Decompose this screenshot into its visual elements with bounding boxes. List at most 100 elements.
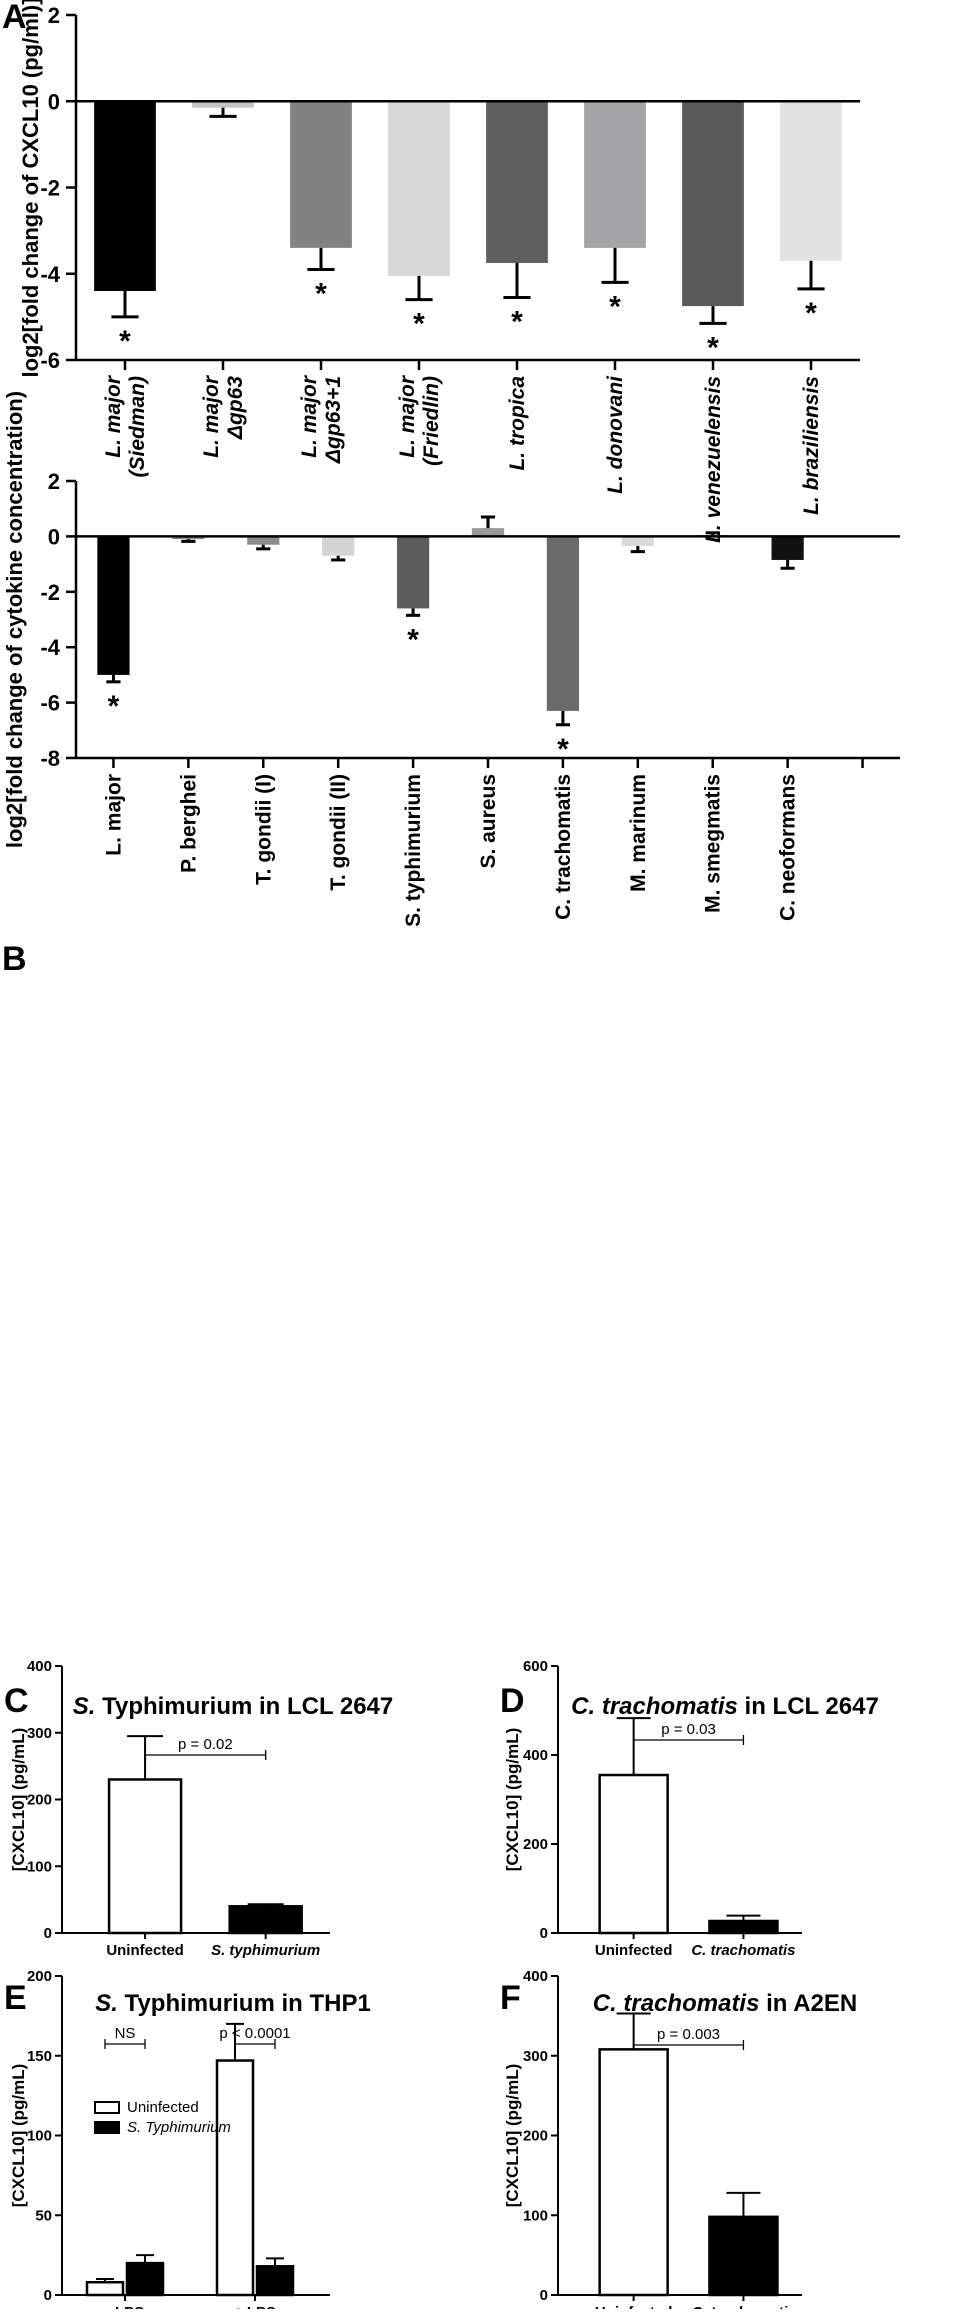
x-category-label: L. tropica — [506, 376, 529, 471]
y-tick-label: 600 — [523, 1658, 548, 1675]
bar — [97, 536, 130, 675]
legend-swatch — [94, 2101, 120, 2114]
bar — [172, 536, 205, 540]
x-category-label: L. major — [200, 374, 223, 458]
x-category-label: (Friedlin) — [420, 376, 443, 466]
x-category-label: S. aureus — [477, 774, 500, 869]
x-category-label: L. major — [102, 774, 125, 856]
x-category-label: S. typhimurium — [211, 1942, 320, 1959]
x-category-label: T. gondii (II) — [327, 774, 350, 891]
y-tick-label: -6 — [40, 348, 60, 373]
bar — [598, 1773, 669, 1935]
bar — [322, 536, 355, 556]
x-category-label: (Siedman) — [126, 376, 149, 478]
x-category-label: C. neoformans — [777, 774, 800, 921]
x-category-label: L. venezuelensis — [702, 376, 725, 543]
x-category-label: S. typhimurium — [402, 774, 425, 927]
significance-star: * — [108, 690, 120, 723]
significance-star: * — [413, 308, 425, 341]
bar — [290, 101, 352, 248]
significance-star: * — [609, 290, 621, 323]
y-tick-label: -8 — [40, 746, 60, 771]
x-category-label: Δgp63 — [224, 376, 247, 440]
panel-letter-c: C — [4, 1682, 29, 1720]
chart-title: S. Typhimurium in LCL 2647 — [73, 1693, 394, 1720]
chart-title: S. Typhimurium in THP1 — [95, 1990, 371, 2017]
legend-label: Uninfected — [127, 2099, 199, 2116]
y-axis-label: [CXCL10] (pg/mL) — [503, 2064, 522, 2208]
bar — [396, 536, 430, 609]
y-tick-label: -4 — [40, 635, 60, 660]
y-axis-label: [CXCL10] (pg/mL) — [9, 2064, 28, 2208]
x-category-label: M. marinum — [627, 774, 650, 892]
x-category-label: C. trachomatis — [552, 774, 575, 920]
panel-letter-a: A — [2, 0, 27, 36]
x-category-label: L. major — [298, 374, 321, 458]
y-tick-label: 200 — [27, 1968, 52, 1985]
bar — [486, 101, 548, 263]
y-tick-label: 400 — [523, 1747, 548, 1764]
bar — [215, 2059, 255, 2297]
x-category-label: T. gondii (I) — [252, 774, 275, 885]
legend-swatch — [94, 2121, 120, 2134]
significance-star: * — [315, 277, 327, 310]
x-category-label: Uninfected — [595, 1942, 673, 1959]
x-category-label: Uninfected — [595, 2304, 673, 2309]
chart-title-rest: in A2EN — [759, 1990, 857, 2017]
bar — [584, 101, 646, 248]
y-tick-label: 300 — [523, 2048, 548, 2065]
y-axis-label: [CXCL10] (pg/mL) — [503, 1728, 522, 1872]
chart-b-cytokine-pathogens: 2 0 -2 -4 -6 -8 log2[fold change of cytokine c… — [2, 391, 900, 927]
y-tick-label: 2 — [48, 469, 60, 494]
y-tick-label: 200 — [523, 1836, 548, 1853]
x-category-label: L. braziliensis — [800, 376, 823, 515]
bar — [107, 1778, 183, 1935]
y-tick-label: 200 — [523, 2128, 548, 2145]
bar — [708, 2215, 779, 2297]
y-tick-label: 400 — [27, 1658, 52, 1675]
bar — [388, 101, 450, 276]
chart-e-styphimurium-thp1: 0 50 100 150 200 [CXCL10] (pg/mL) S. Typhimuri… — [9, 1968, 371, 2314]
x-category-label: Δgp63+1 — [322, 376, 345, 464]
bar — [247, 536, 280, 545]
p-value-label: p = 0.003 — [657, 2026, 720, 2043]
legend-label: S. Typhimurium — [127, 2119, 231, 2136]
y-tick-label: 0 — [540, 2287, 548, 2304]
x-category-label: L. major — [396, 374, 419, 458]
x-category-label: + LPS — [234, 2304, 276, 2309]
y-tick-label: 100 — [523, 2207, 548, 2224]
chart-title-rest: Typhimurium in THP1 — [118, 1990, 371, 2017]
y-axis-label: [CXCL10] (pg/mL) — [9, 1728, 28, 1872]
chart-title-italic: C. trachomatis — [571, 1693, 738, 1720]
y-tick-label: 0 — [44, 2287, 52, 2304]
y-tick-label: 0 — [48, 89, 60, 114]
significance-star: * — [119, 325, 131, 358]
significance-star: * — [707, 331, 719, 364]
y-tick-label: -2 — [40, 176, 60, 201]
panel-letter-b: B — [2, 940, 27, 978]
panel-letter-e: E — [4, 1979, 27, 2017]
p-value-label: p = 0.02 — [178, 1736, 233, 1753]
y-tick-label: 150 — [27, 2048, 52, 2065]
y-tick-label: 100 — [27, 1858, 52, 1875]
y-tick-label: 200 — [27, 1792, 52, 1809]
y-tick-label: 0 — [48, 524, 60, 549]
bar — [682, 101, 744, 307]
bar — [192, 101, 254, 108]
y-tick-label: 0 — [540, 1925, 548, 1942]
bar — [471, 528, 505, 537]
significance-star: * — [511, 305, 523, 338]
chart-title-italic: S. — [73, 1693, 96, 1720]
y-tick-label: -2 — [40, 580, 60, 605]
y-axis-label: log2[fold change of cytokine concentrati… — [2, 391, 27, 848]
y-tick-label: 300 — [27, 1725, 52, 1742]
bar — [708, 1919, 779, 1935]
bar — [125, 2261, 165, 2297]
y-tick-label: -6 — [40, 691, 60, 716]
y-axis-label: log2[fold change of CXCL10 (pg/ml)] — [18, 0, 43, 378]
p-value-label: NS — [115, 2025, 136, 2042]
chart-f-ctrachomatis-a2en: 0 100 200 300 400 [CXCL10] (pg/mL) C. trachoma… — [503, 1968, 857, 2314]
bar — [228, 1905, 303, 1935]
bar — [85, 2280, 125, 2297]
